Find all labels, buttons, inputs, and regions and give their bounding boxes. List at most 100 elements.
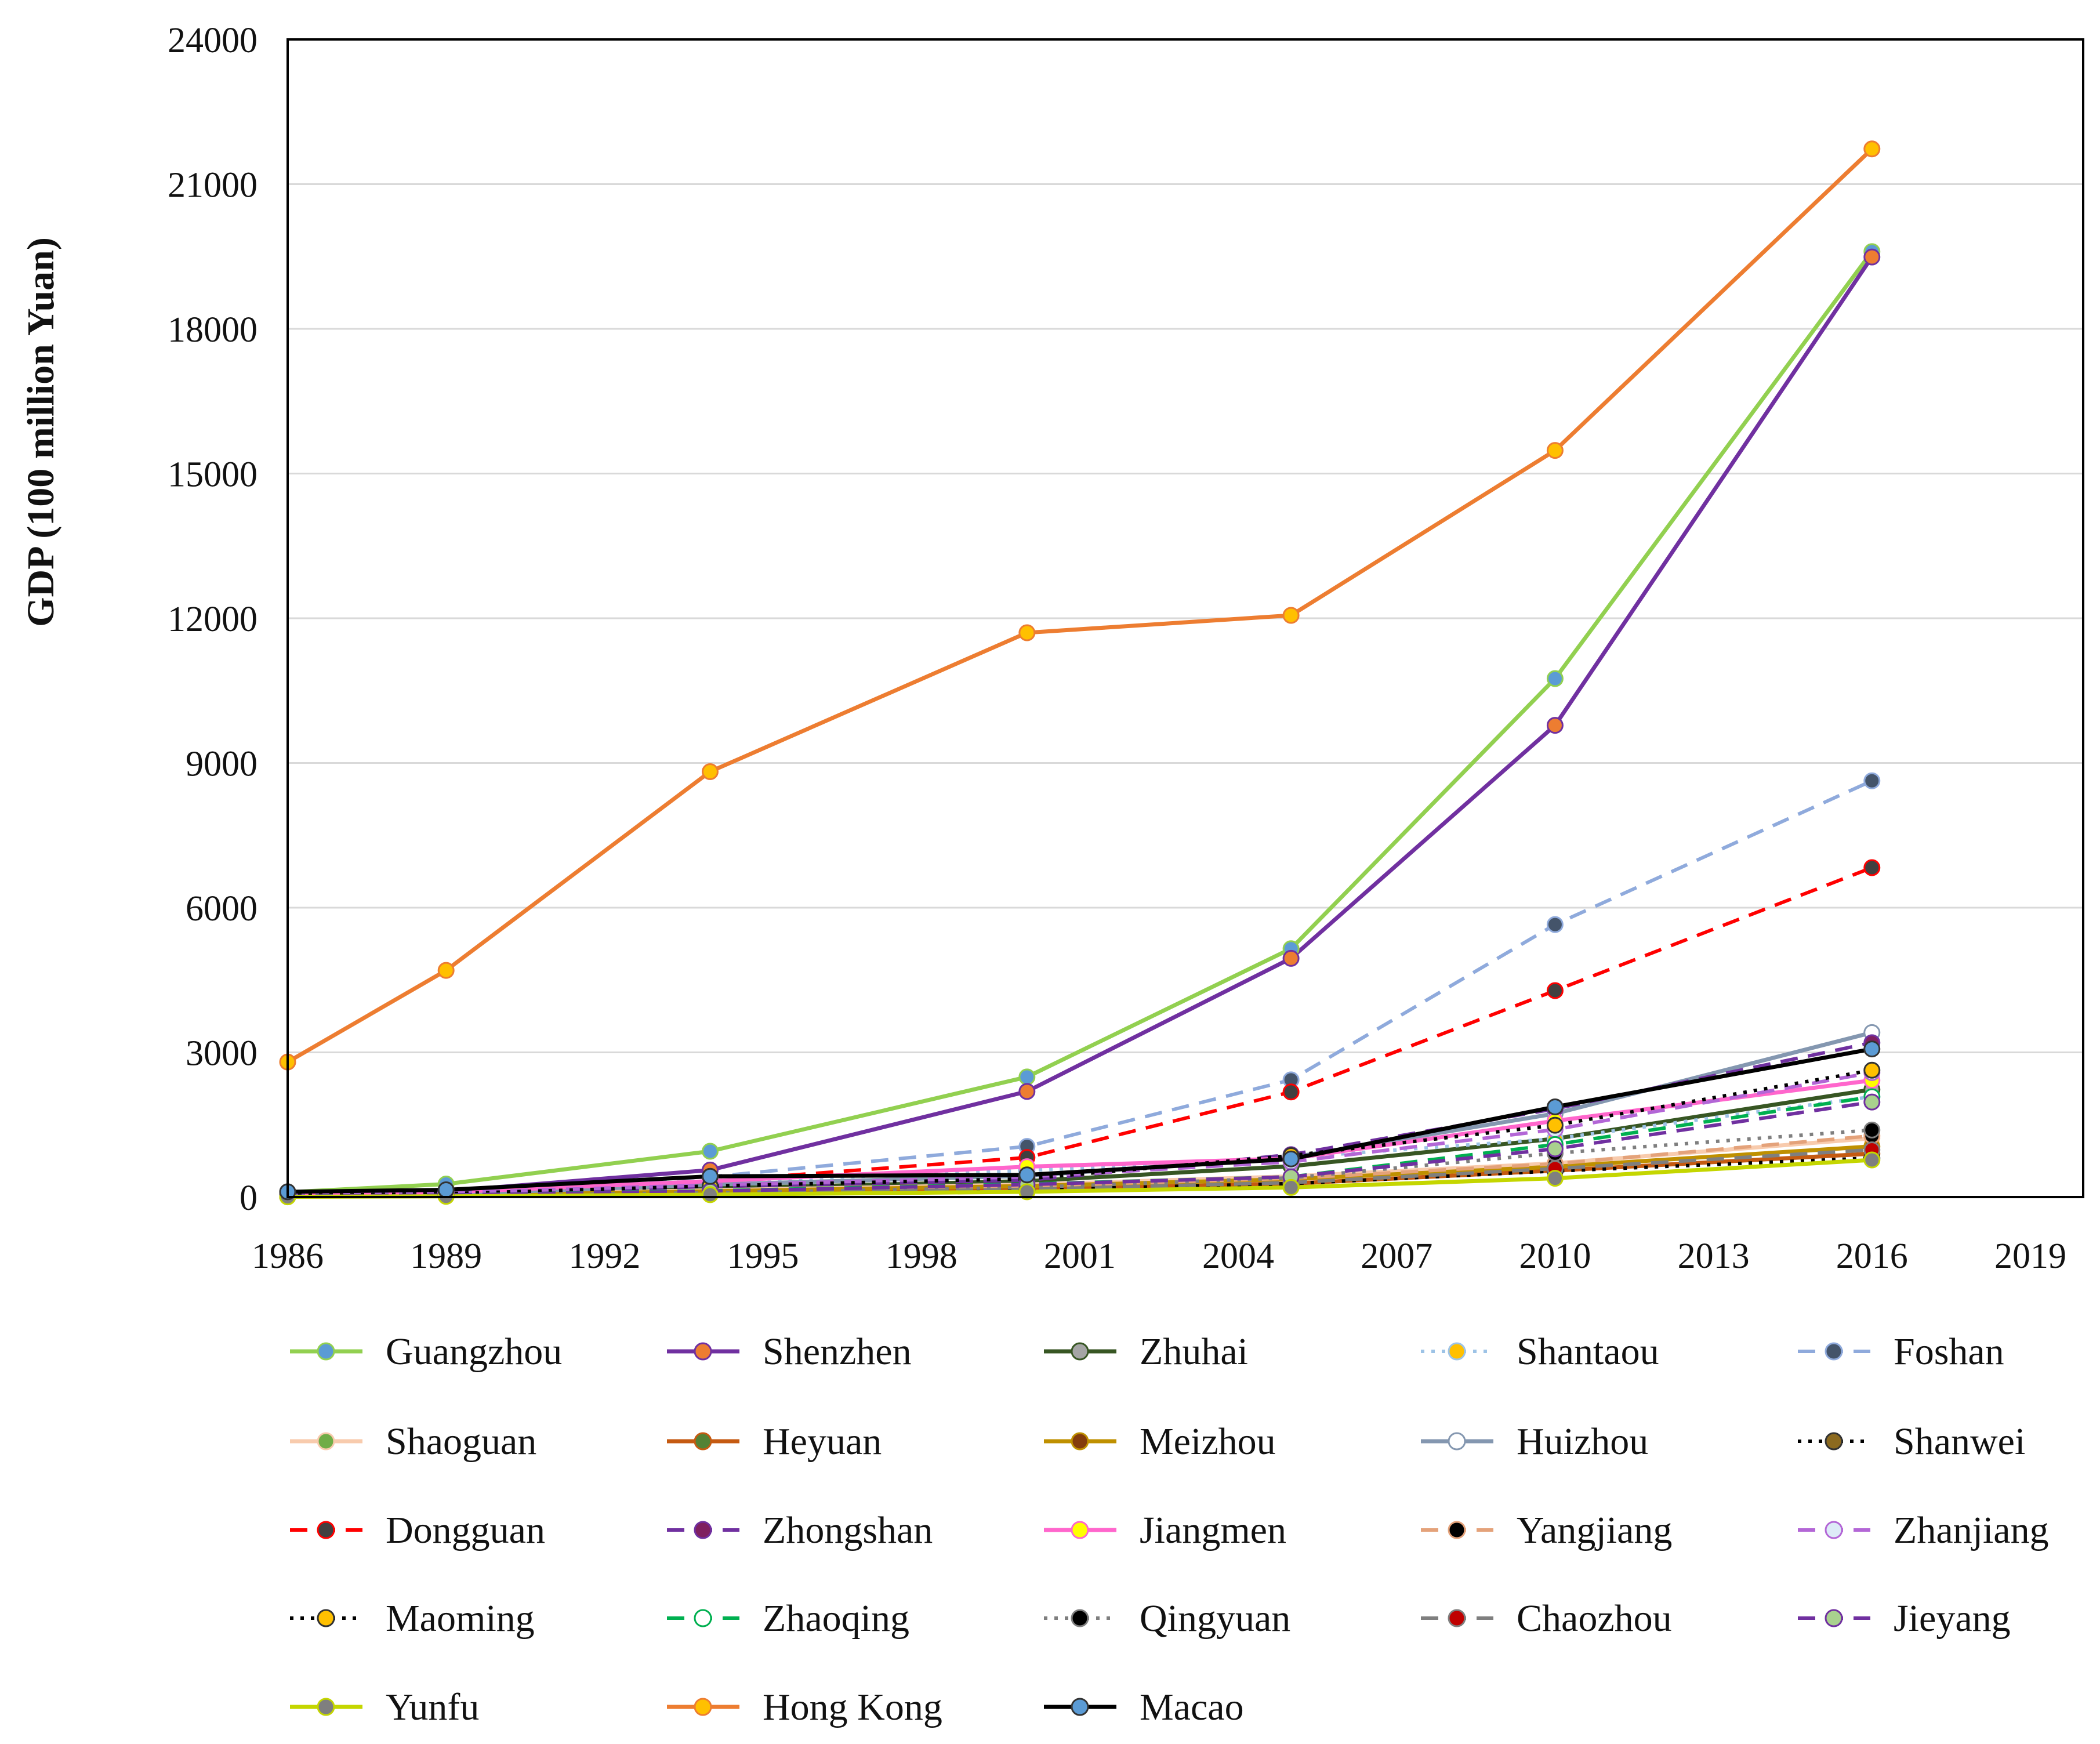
data-point-hong-kong bbox=[1546, 442, 1564, 459]
data-point-guangzhou bbox=[1018, 1068, 1036, 1086]
y-tick-label: 6000 bbox=[186, 889, 257, 929]
legend: Guangzhou Shenzhen Zhuhai Shantaou Foshan Sha… bbox=[290, 1330, 2049, 1728]
legend-swatch-marker bbox=[317, 1342, 335, 1361]
legend-swatch-marker bbox=[1825, 1342, 1843, 1361]
legend-item-macao: Macao bbox=[1044, 1686, 1244, 1728]
legend-item-maoming: Maoming bbox=[290, 1597, 535, 1640]
legend-label: Jieyang bbox=[1894, 1597, 2011, 1640]
data-point-guangzhou bbox=[701, 1143, 719, 1160]
data-point-hong-kong bbox=[1018, 624, 1036, 641]
data-point-hong-kong bbox=[1863, 140, 1881, 158]
data-point-guangzhou bbox=[1546, 670, 1564, 687]
data-point-jieyang bbox=[1863, 1093, 1881, 1111]
legend-item-zhaoqing: Zhaoqing bbox=[667, 1597, 909, 1640]
x-tick-labels: 1986 1989 1992 1995 1998 2001 2004 2007 2010 2013… bbox=[252, 1237, 2066, 1276]
legend-swatch-marker bbox=[1448, 1609, 1466, 1627]
legend-label: Meizhou bbox=[1140, 1420, 1276, 1463]
y-tick-label: 0 bbox=[240, 1179, 257, 1218]
legend-label: Foshan bbox=[1894, 1330, 2004, 1373]
plot-frame bbox=[286, 38, 2084, 1198]
legend-label: Chaozhou bbox=[1517, 1597, 1672, 1640]
y-tick-labels: 0 3000 6000 9000 12000 15000 18000 21000 24000 bbox=[168, 21, 257, 1218]
data-point-dongguan bbox=[1282, 1083, 1300, 1101]
legend-item-jiangmen: Jiangmen bbox=[1044, 1509, 1286, 1551]
legend-swatch-marker bbox=[1825, 1609, 1843, 1627]
legend-item-guangzhou: Guangzhou bbox=[290, 1330, 562, 1373]
legend-swatch-marker bbox=[694, 1521, 712, 1539]
y-tick-label: 12000 bbox=[168, 600, 257, 639]
y-tick-label: 15000 bbox=[168, 455, 257, 495]
legend-item-qingyuan: Qingyuan bbox=[1044, 1597, 1290, 1640]
data-point-shenzhen bbox=[1282, 949, 1300, 967]
legend-label: Heyuan bbox=[763, 1420, 882, 1463]
legend-label: Zhongshan bbox=[763, 1509, 933, 1551]
x-tick-label: 1989 bbox=[410, 1237, 482, 1276]
data-point-maoming bbox=[1546, 1116, 1564, 1134]
legend-item-huizhou: Huizhou bbox=[1421, 1420, 1648, 1463]
data-point-macao bbox=[701, 1167, 719, 1185]
legend-label: Shenzhen bbox=[763, 1330, 912, 1373]
series-line-guangzhou bbox=[287, 250, 1874, 1195]
legend-item-yunfu: Yunfu bbox=[290, 1686, 479, 1728]
legend-item-dongguan: Dongguan bbox=[290, 1509, 545, 1551]
data-point-yunfu bbox=[1546, 1170, 1564, 1187]
legend-label: Shaoguan bbox=[386, 1420, 536, 1463]
data-point-hong-kong bbox=[701, 763, 719, 780]
y-tick-label: 3000 bbox=[186, 1034, 257, 1074]
legend-item-meizhou: Meizhou bbox=[1044, 1420, 1276, 1463]
data-point-qingyuan bbox=[1863, 1121, 1881, 1139]
legend-swatch-marker bbox=[1448, 1432, 1466, 1451]
data-point-hong-kong bbox=[1282, 607, 1300, 624]
y-axis-title: GDP (100 million Yuan) bbox=[20, 237, 62, 627]
legend-label: Hong Kong bbox=[763, 1686, 942, 1728]
legend-swatch-marker bbox=[694, 1342, 712, 1361]
x-tick-label: 2019 bbox=[1994, 1237, 2066, 1276]
legend-item-shenzhen: Shenzhen bbox=[667, 1330, 912, 1373]
legend-label: Shantaou bbox=[1517, 1330, 1659, 1373]
data-point-foshan bbox=[1546, 916, 1564, 933]
legend-label: Yunfu bbox=[386, 1686, 479, 1728]
x-tick-label: 1998 bbox=[886, 1237, 957, 1276]
legend-label: Yangjiang bbox=[1517, 1509, 1672, 1551]
legend-item-shanwei: Shanwei bbox=[1798, 1420, 2025, 1463]
legend-item-chaozhou: Chaozhou bbox=[1421, 1597, 1672, 1640]
legend-swatch-marker bbox=[317, 1521, 335, 1539]
data-point-yunfu bbox=[1018, 1183, 1036, 1201]
legend-item-zhuhai: Zhuhai bbox=[1044, 1330, 1248, 1373]
legend-swatch-marker bbox=[1071, 1521, 1089, 1539]
series-markers bbox=[279, 140, 1881, 1206]
legend-label: Jiangmen bbox=[1140, 1509, 1286, 1551]
legend-label: Dongguan bbox=[386, 1509, 545, 1551]
legend-swatch-marker bbox=[1448, 1521, 1466, 1539]
y-tick-label: 24000 bbox=[168, 21, 257, 60]
legend-swatch-marker bbox=[694, 1698, 712, 1716]
legend-label: Shanwei bbox=[1894, 1420, 2025, 1463]
legend-label: Zhaoqing bbox=[763, 1597, 909, 1640]
data-point-yunfu bbox=[1863, 1151, 1881, 1169]
data-point-macao bbox=[1282, 1150, 1300, 1167]
legend-swatch-marker bbox=[694, 1432, 712, 1451]
y-tick-label: 18000 bbox=[168, 310, 257, 350]
data-point-macao bbox=[1863, 1040, 1881, 1058]
data-point-shenzhen bbox=[1546, 717, 1564, 734]
series-line-macao bbox=[287, 1047, 1873, 1194]
legend-swatch-marker bbox=[1825, 1521, 1843, 1539]
data-point-shenzhen bbox=[1863, 248, 1881, 266]
legend-label: Maoming bbox=[386, 1597, 535, 1640]
x-tick-label: 2013 bbox=[1678, 1237, 1750, 1276]
x-tick-label: 1992 bbox=[568, 1237, 640, 1276]
x-tick-label: 2001 bbox=[1044, 1237, 1116, 1276]
legend-label: Qingyuan bbox=[1140, 1597, 1290, 1640]
legend-label: Zhuhai bbox=[1140, 1330, 1248, 1373]
y-tick-label: 21000 bbox=[168, 166, 257, 205]
legend-swatch-marker bbox=[1071, 1698, 1089, 1716]
legend-swatch-marker bbox=[1071, 1342, 1089, 1361]
data-point-macao bbox=[437, 1181, 455, 1199]
legend-swatch-marker bbox=[317, 1432, 335, 1451]
data-point-foshan bbox=[1863, 772, 1881, 789]
data-point-dongguan bbox=[1863, 859, 1881, 876]
legend-item-shaoguan: Shaoguan bbox=[290, 1420, 536, 1463]
legend-item-zhongshan: Zhongshan bbox=[667, 1509, 933, 1551]
